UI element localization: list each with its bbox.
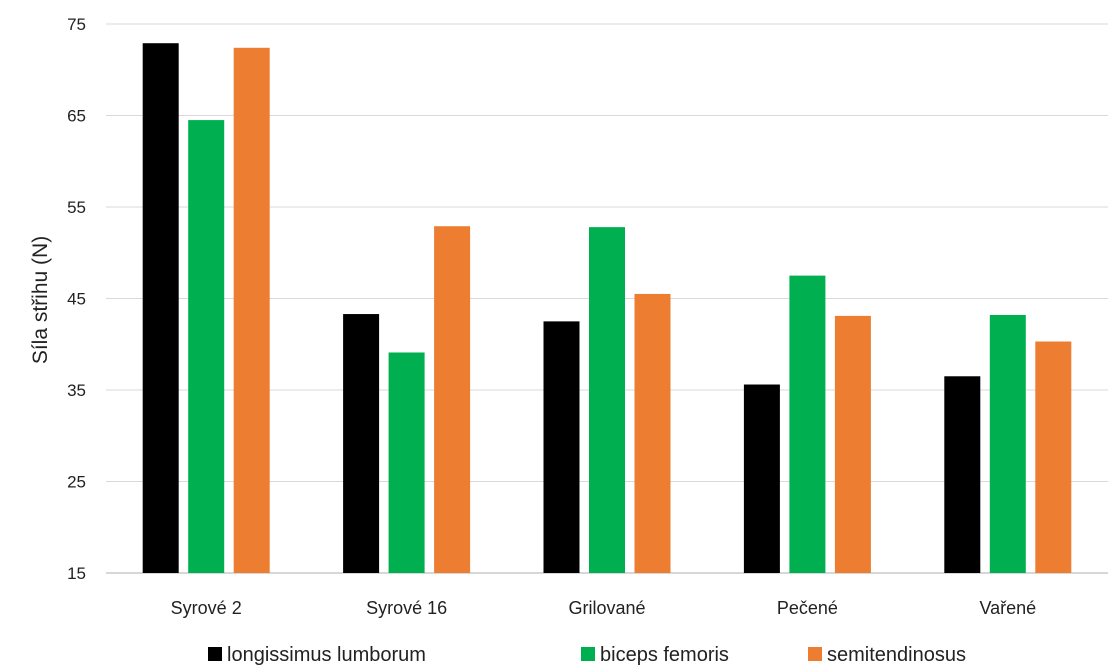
bar-longissimus-lumborum-2 bbox=[543, 321, 580, 573]
bar-longissimus-lumborum-3 bbox=[743, 384, 780, 573]
y-axis-title: Síla střihu (N) bbox=[29, 236, 52, 364]
x-category-label: Vařené bbox=[979, 598, 1036, 618]
y-tick-label: 25 bbox=[67, 473, 86, 492]
legend-swatch bbox=[581, 647, 595, 661]
legend-label: semitendinosus bbox=[827, 644, 966, 666]
legend-label: biceps femoris bbox=[600, 644, 729, 666]
bar-biceps-femoris-3 bbox=[789, 275, 826, 573]
y-tick-label: 45 bbox=[67, 290, 86, 309]
y-axis-ticks: 15 25 35 45 55 65 75 bbox=[67, 15, 86, 583]
bars bbox=[142, 43, 1072, 574]
y-tick-label: 15 bbox=[67, 564, 86, 583]
bar-semitendinosus-3 bbox=[834, 315, 871, 573]
bar-semitendinosus-2 bbox=[634, 293, 671, 573]
y-tick-label: 35 bbox=[67, 381, 86, 400]
bar-biceps-femoris-2 bbox=[589, 227, 625, 573]
bar-semitendinosus-4 bbox=[1035, 341, 1072, 573]
bar-biceps-femoris-1 bbox=[388, 352, 425, 573]
x-category-label: Grilované bbox=[568, 598, 645, 618]
bar-longissimus-lumborum-1 bbox=[343, 314, 380, 573]
legend-swatch bbox=[808, 647, 822, 661]
legend: longissimus lumborum biceps femoris semite… bbox=[208, 644, 966, 666]
bar-biceps-femoris-4 bbox=[989, 314, 1026, 573]
x-category-label: Pečené bbox=[777, 598, 838, 618]
y-tick-label: 65 bbox=[67, 107, 86, 126]
y-tick-label: 55 bbox=[67, 198, 86, 217]
legend-label: longissimus lumborum bbox=[227, 644, 426, 666]
bar-longissimus-lumborum-4 bbox=[944, 376, 981, 573]
bar-longissimus-lumborum-0 bbox=[142, 43, 179, 573]
bar-semitendinosus-0 bbox=[233, 47, 270, 574]
gridlines bbox=[106, 23, 1108, 574]
x-axis-categories: Syrové 2 Syrové 16 Grilované Pečené Vařené bbox=[171, 598, 1036, 618]
legend-swatch bbox=[208, 647, 222, 661]
x-category-label: Syrové 16 bbox=[366, 598, 447, 618]
x-category-label: Syrové 2 bbox=[171, 598, 242, 618]
bar-biceps-femoris-0 bbox=[188, 120, 225, 573]
bar-semitendinosus-1 bbox=[434, 226, 471, 573]
y-tick-label: 75 bbox=[67, 15, 86, 34]
